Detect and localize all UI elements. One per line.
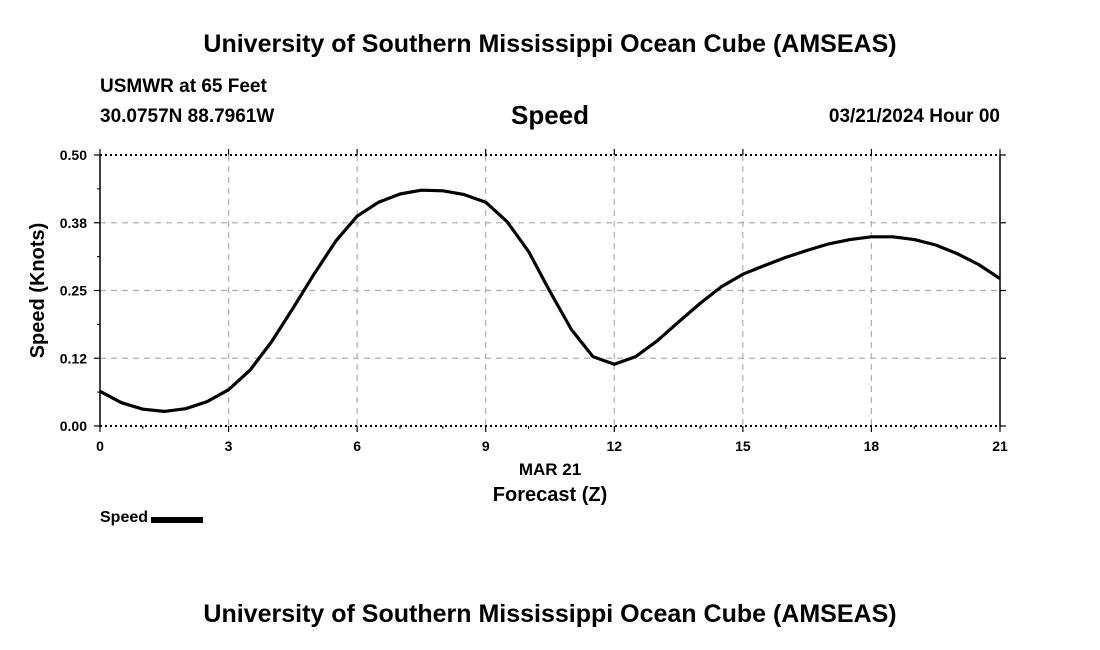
grid — [100, 155, 1000, 426]
x-tick-label: 0 — [96, 438, 104, 454]
series-line-speed — [99, 188, 1001, 413]
forecast-datetime: 03/21/2024 Hour 00 — [828, 106, 1000, 127]
y-tick-label: 0.00 — [60, 418, 87, 434]
y-tick-label: 0.38 — [60, 215, 87, 231]
y-axis-label: Speed (Knots) — [27, 223, 49, 359]
x-tick-label: 3 — [225, 438, 233, 454]
x-axis-label: Forecast (Z) — [493, 484, 607, 506]
station-label: USMWR at 65 Feet — [100, 76, 267, 97]
x-tick-label: 12 — [606, 438, 622, 454]
x-tick-label: 18 — [864, 438, 880, 454]
page-title: University of Southern Mississippi Ocean… — [203, 30, 897, 58]
x-tick-label: 9 — [482, 438, 490, 454]
x-tick-label: 15 — [735, 438, 751, 454]
x-tick-label: 21 — [992, 438, 1008, 454]
chart-legend: Speed — [100, 509, 204, 527]
legend-swatch-speed — [151, 517, 204, 523]
series-layer — [99, 188, 1001, 413]
x-axis-date-label: MAR 21 — [519, 460, 581, 479]
station-coordinates: 30.0757N 88.7961W — [100, 106, 275, 127]
x-tick-label: 6 — [353, 438, 361, 454]
y-tick-label: 0.12 — [60, 350, 87, 366]
y-tick-label: 0.25 — [60, 283, 87, 299]
footer-title: University of Southern Mississippi Ocean… — [203, 600, 897, 628]
speed-chart: 0 3 6 9 12 15 18 21 0.00 0.12 0.25 0.38 0.50 MAR 21 Fo… — [27, 147, 1008, 506]
axes — [94, 149, 1006, 432]
axis-labels: 0 3 6 9 12 15 18 21 0.00 0.12 0.25 0.38 0.50 MAR 21 Fo… — [27, 147, 1008, 506]
legend-label-speed: Speed — [100, 509, 149, 526]
y-tick-label: 0.50 — [60, 147, 87, 163]
chart-title: Speed — [510, 100, 590, 130]
